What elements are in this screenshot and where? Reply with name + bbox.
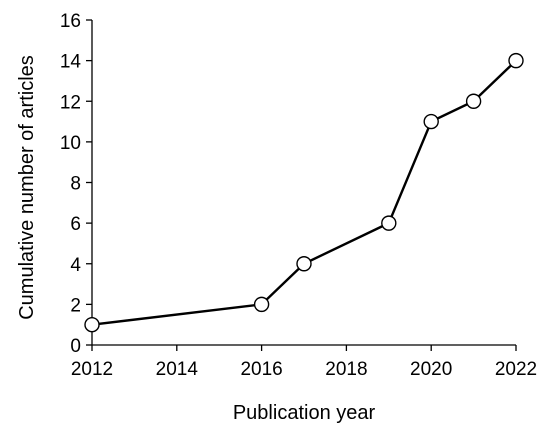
y-axis-title: Cumulative number of articles [16, 55, 38, 320]
y-axis-ticks: 0 2 4 6 8 10 12 14 16 [60, 11, 92, 357]
data-point [84, 316, 100, 333]
x-axis-ticks: 2012 2014 2016 2018 2020 2022 [71, 345, 537, 380]
data-point [465, 93, 482, 109]
x-axis-title: Publication year [233, 402, 376, 424]
x-tick-label: 2014 [156, 359, 199, 380]
y-tick-label: 2 [70, 295, 81, 316]
data-point [381, 215, 397, 231]
data-point [423, 113, 439, 130]
y-tick-label: 6 [70, 214, 81, 235]
x-tick-label: 2016 [240, 359, 282, 380]
y-tick-label: 12 [60, 92, 81, 113]
y-tick-label: 16 [60, 11, 81, 32]
y-tick-label: 0 [70, 336, 81, 357]
data-point [508, 52, 524, 69]
x-tick-label: 2020 [410, 359, 452, 380]
y-tick-label: 4 [70, 255, 81, 276]
x-tick-label: 2012 [71, 359, 113, 380]
data-point [296, 256, 312, 272]
data-points [84, 52, 524, 333]
y-tick-label: 8 [70, 174, 81, 195]
y-tick-label: 14 [60, 52, 82, 73]
series-line [91, 59, 517, 326]
x-tick-label: 2022 [495, 359, 537, 380]
data-point [253, 296, 270, 313]
y-tick-label: 10 [60, 133, 81, 154]
x-tick-label: 2018 [325, 359, 367, 380]
